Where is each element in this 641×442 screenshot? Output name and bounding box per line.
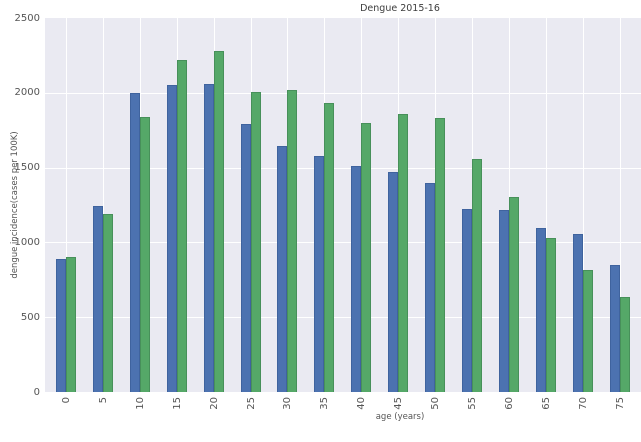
x-axis-label: age (years) [375,412,425,422]
series-green-bar-age-60 [508,197,519,392]
series-green-bar-age-55 [471,159,482,392]
series-green-bar-age-30 [287,90,298,392]
series-blue-bar-age-0 [56,259,66,392]
series-green-bar-age-5 [102,214,113,392]
series-blue-bar-age-10 [129,93,140,392]
series-blue-bar-age-5 [92,206,103,392]
x-tick-label-15: 15 [171,397,183,410]
series-blue-bar-age-45 [388,172,399,392]
series-green-bar-age-65 [545,238,556,392]
series-blue-bar-age-70 [572,234,583,392]
x-tick-label-75: 75 [614,397,626,410]
series-green-bar-age-40 [361,123,372,392]
series-blue-bar-age-50 [425,183,435,392]
series-blue-bar-age-35 [314,156,325,392]
y-tick-label-1500: 1500 [14,162,40,174]
x-tick-label-65: 65 [540,397,552,410]
x-tick-label-0: 0 [61,397,72,404]
series-blue-bar-age-15 [166,85,177,392]
series-green-bar-age-35 [324,103,335,392]
series-green-bar-age-25 [250,92,261,392]
x-tick-label-50: 50 [430,397,441,410]
chart-title: Dengue 2015-16 [360,3,440,14]
y-tick-label-2500: 2500 [14,12,40,24]
horizontal-gridline [45,242,641,244]
series-blue-bar-age-60 [498,210,509,392]
x-tick-label-40: 40 [356,397,368,410]
x-tick-label-30: 30 [282,397,294,410]
series-blue-bar-age-20 [203,84,214,392]
x-tick-label-55: 55 [466,397,478,410]
y-tick-label-0: 0 [33,386,40,398]
series-green-bar-age-45 [398,114,409,392]
vertical-gridline [66,18,67,392]
x-tick-label-20: 20 [208,397,220,410]
series-blue-bar-age-75 [609,265,620,392]
series-blue-bar-age-30 [277,146,288,392]
vertical-gridline [582,18,584,392]
y-tick-label-1000: 1000 [14,236,40,248]
x-tick-label-35: 35 [319,397,331,410]
x-tick-label-70: 70 [577,397,589,410]
plot-area [45,18,641,392]
horizontal-gridline [45,92,641,94]
x-tick-label-10: 10 [134,397,146,410]
series-green-bar-age-70 [582,270,593,392]
y-tick-label-2000: 2000 [14,87,40,99]
y-tick-label-500: 500 [20,311,40,323]
series-blue-bar-age-40 [351,166,362,392]
series-green-bar-age-15 [176,60,187,392]
y-axis-label: dengue incidence(cases per 100K) [10,131,20,279]
series-green-bar-age-75 [619,297,630,392]
x-tick-label-45: 45 [393,397,405,410]
vertical-gridline [102,18,104,392]
series-green-bar-age-10 [139,117,150,392]
vertical-gridline [619,18,621,392]
x-tick-label-5: 5 [97,397,109,404]
series-blue-bar-age-25 [240,124,251,392]
x-tick-label-60: 60 [503,397,515,410]
horizontal-gridline [45,317,641,319]
series-green-bar-age-0 [66,257,76,392]
series-blue-bar-age-55 [461,209,472,392]
series-green-bar-age-20 [213,51,224,392]
x-tick-label-25: 25 [245,397,257,410]
vertical-gridline [545,18,547,392]
series-blue-bar-age-65 [535,228,546,392]
series-green-bar-age-50 [435,118,445,392]
horizontal-gridline [45,167,641,169]
